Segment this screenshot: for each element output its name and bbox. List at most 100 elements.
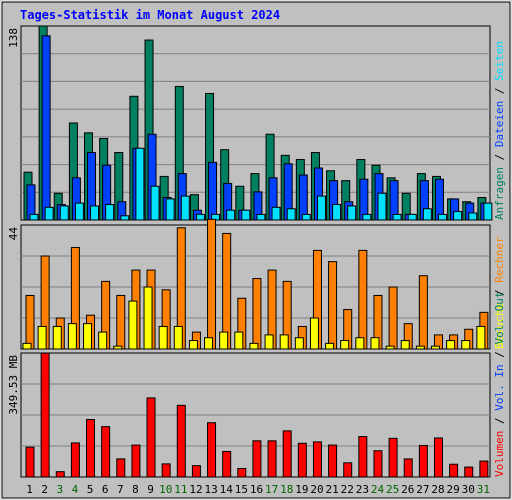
bar-besuche-day-30 — [461, 340, 471, 350]
bar-seiten-day-24 — [377, 192, 387, 221]
bar-volumen-day-31 — [479, 460, 489, 478]
bar-besuche-day-27 — [415, 345, 425, 350]
day-label: 25 — [386, 483, 399, 496]
legend-separator: / — [493, 147, 506, 167]
bar-volumen-day-20 — [312, 441, 322, 478]
bar-seiten-day-14 — [226, 209, 236, 221]
bar-seiten-day-17 — [271, 206, 281, 221]
bar-besuche-day-28 — [430, 345, 440, 350]
day-label: 28 — [431, 483, 444, 496]
bar-rechner-day-21 — [328, 261, 338, 350]
bar-besuche-day-8 — [128, 300, 138, 350]
bar-seiten-day-16 — [256, 213, 266, 221]
bar-seiten-day-7 — [120, 215, 130, 221]
bar-volumen-day-30 — [464, 466, 474, 478]
bar-dateien-day-2 — [41, 35, 51, 221]
bar-volumen-day-15 — [237, 467, 247, 478]
series-besuche — [22, 286, 486, 350]
day-label: 21 — [326, 483, 339, 496]
bar-volumen-day-8 — [131, 444, 141, 478]
bar-besuche-day-13 — [204, 337, 214, 350]
bar-besuche-day-23 — [355, 337, 365, 350]
bar-besuche-day-12 — [188, 340, 198, 350]
right-legend: Anfragen / Dateien / Seiten — [493, 41, 506, 220]
day-label: 11 — [174, 483, 187, 496]
bar-volumen-day-29 — [449, 463, 459, 478]
day-label: 8 — [132, 483, 139, 496]
bar-volumen-day-9 — [146, 397, 156, 478]
right-legend: Volumen / Vol. In / Vol. Out — [493, 292, 506, 477]
bar-seiten-day-1 — [29, 213, 39, 221]
series-seiten — [29, 147, 493, 221]
bar-seiten-day-11 — [180, 195, 190, 221]
bar-besuche-day-19 — [294, 337, 304, 350]
bar-volumen-day-6 — [101, 426, 111, 478]
day-label: 5 — [87, 483, 94, 496]
day-label: 18 — [280, 483, 293, 496]
bar-seiten-day-6 — [105, 204, 115, 221]
bar-seiten-day-5 — [90, 205, 100, 221]
bar-seiten-day-3 — [59, 205, 69, 221]
day-label: 30 — [462, 483, 475, 496]
day-label: 17 — [265, 483, 278, 496]
bar-besuche-day-9 — [143, 286, 153, 350]
day-label: 23 — [356, 483, 369, 496]
bar-besuche-day-3 — [52, 325, 62, 350]
day-label: 16 — [250, 483, 263, 496]
bar-volumen-day-11 — [176, 404, 186, 478]
day-label: 14 — [220, 483, 234, 496]
day-label: 2 — [41, 483, 48, 496]
bar-besuche-day-25 — [385, 345, 395, 350]
y-max-label: 138 — [7, 28, 20, 48]
bar-seiten-day-27 — [422, 208, 432, 221]
bar-volumen-day-27 — [418, 444, 428, 478]
bar-volumen-day-3 — [55, 471, 65, 478]
bar-besuche-day-10 — [158, 325, 168, 350]
bar-rechner-day-23 — [358, 249, 368, 350]
bar-besuche-day-18 — [279, 334, 289, 350]
bar-volumen-day-24 — [373, 450, 383, 478]
day-label: 13 — [204, 483, 217, 496]
bar-seiten-day-4 — [74, 202, 84, 221]
day-label: 27 — [416, 483, 429, 496]
bar-rechner-day-16 — [252, 278, 262, 350]
panel-hits-files-pages: 138 Anfragen / Dateien / Seiten — [7, 25, 506, 221]
day-label: 15 — [235, 483, 248, 496]
bar-volumen-day-1 — [25, 446, 35, 478]
bar-seiten-day-23 — [362, 213, 372, 221]
bar-besuche-day-22 — [340, 340, 350, 350]
bar-dateien-day-19 — [298, 174, 308, 221]
bar-volumen-day-2 — [40, 352, 50, 478]
bar-volumen-day-25 — [388, 437, 398, 478]
bar-volumen-day-16 — [252, 440, 262, 478]
bar-besuche-day-15 — [234, 331, 244, 350]
legend-separator: / — [493, 81, 506, 101]
bar-seiten-day-31 — [483, 202, 493, 221]
day-label: 3 — [57, 483, 64, 496]
legend-label: Rechner — [493, 236, 506, 283]
bar-rechner-day-13 — [207, 218, 217, 350]
bar-seiten-day-12 — [195, 213, 205, 221]
bar-besuche-day-7 — [113, 345, 123, 350]
legend-label: Besuche — [493, 303, 506, 349]
y-max-label: 44 — [7, 227, 20, 241]
legend-separator: / — [493, 345, 506, 365]
bar-volumen-day-18 — [282, 430, 292, 478]
bar-seiten-day-29 — [453, 211, 463, 221]
day-label: 22 — [341, 483, 354, 496]
legend-separator: / — [493, 283, 506, 303]
bar-besuche-day-20 — [309, 317, 319, 350]
graph-title: Tages-Statistik im Monat August 2024 — [20, 8, 280, 22]
bar-seiten-day-28 — [437, 213, 447, 221]
bar-besuche-day-14 — [219, 331, 229, 350]
bar-volumen-day-12 — [191, 465, 201, 478]
day-label: 10 — [159, 483, 172, 496]
bar-seiten-day-22 — [347, 205, 357, 221]
bar-seiten-day-25 — [392, 213, 402, 221]
bar-volumen-day-4 — [70, 442, 80, 478]
bar-volumen-day-21 — [328, 444, 338, 478]
legend-label: Dateien — [493, 101, 506, 147]
bar-volumen-day-19 — [297, 442, 307, 478]
